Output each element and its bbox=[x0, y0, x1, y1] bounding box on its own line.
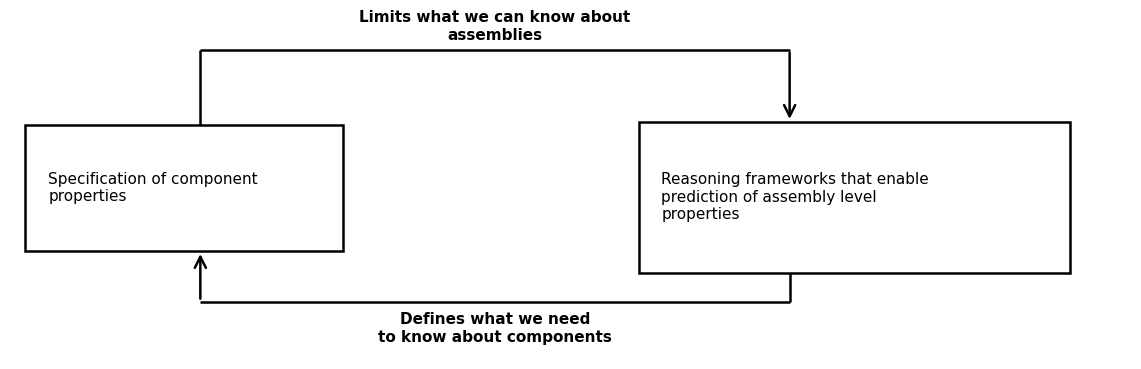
Text: Specification of component
properties: Specification of component properties bbox=[48, 172, 258, 204]
Text: Limits what we can know about
assemblies: Limits what we can know about assemblies bbox=[359, 10, 631, 43]
FancyBboxPatch shape bbox=[25, 125, 343, 251]
FancyBboxPatch shape bbox=[639, 122, 1070, 273]
Text: Defines what we need
to know about components: Defines what we need to know about compo… bbox=[378, 312, 612, 345]
Text: Reasoning frameworks that enable
prediction of assembly level
properties: Reasoning frameworks that enable predict… bbox=[662, 172, 929, 222]
